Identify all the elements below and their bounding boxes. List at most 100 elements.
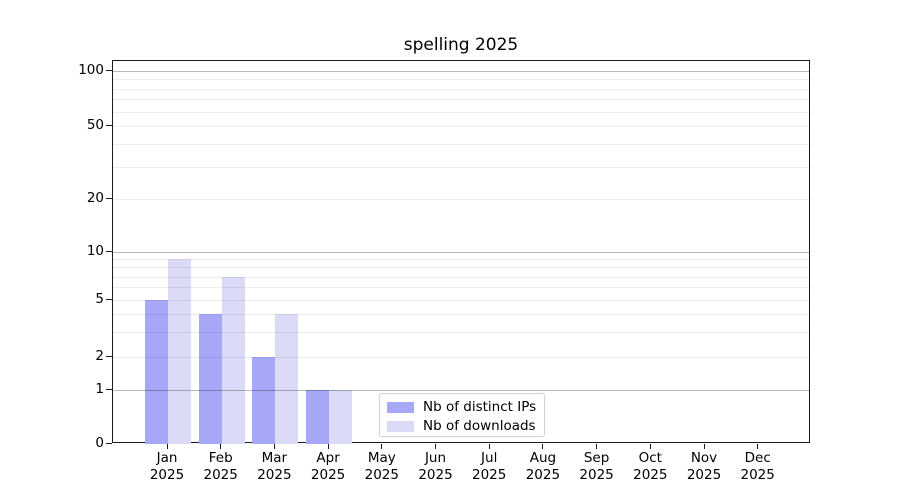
minor-gridline <box>113 166 809 168</box>
x-tick-label: Aug 2025 <box>511 450 575 484</box>
x-tick-year: 2025 <box>149 467 185 483</box>
y-tick-label: 2 <box>95 348 104 364</box>
minor-gridline <box>113 259 809 261</box>
x-tick-month: Oct <box>638 450 662 466</box>
legend-entry: Nb of distinct IPs <box>387 398 544 416</box>
y-tick-label: 5 <box>95 291 104 307</box>
x-tick-month: May <box>367 450 396 466</box>
bar-apr-nb-of-distinct-ips <box>306 390 330 444</box>
y-tick-mark <box>106 388 112 390</box>
x-tick-month: Mar <box>261 450 288 466</box>
x-tick-month: Nov <box>690 450 718 466</box>
legend-label: Nb of distinct IPs <box>423 399 537 415</box>
minor-gridline <box>113 331 809 333</box>
y-tick-mark <box>106 197 112 199</box>
minor-gridline <box>113 199 809 200</box>
x-tick-year: 2025 <box>310 467 346 483</box>
y-tick-mark <box>106 250 112 252</box>
x-tick-year: 2025 <box>633 467 668 483</box>
minor-gridline <box>113 111 809 113</box>
x-tick-year: 2025 <box>203 467 238 483</box>
bar-mar-nb-of-downloads <box>275 313 299 444</box>
x-tick-year: 2025 <box>364 467 399 483</box>
y-tick-label: 1 <box>95 381 104 397</box>
minor-gridline <box>113 300 809 301</box>
legend: Nb of distinct IPs Nb of downloads <box>379 393 545 437</box>
x-tick-label: Jul 2025 <box>457 450 521 484</box>
x-tick-year: 2025 <box>418 467 453 483</box>
x-tick-year: 2025 <box>257 467 292 483</box>
x-tick-label: Dec 2025 <box>726 450 790 484</box>
x-tick-month: Jul <box>481 450 498 466</box>
y-tick-mark <box>106 69 112 71</box>
bar-feb-nb-of-downloads <box>221 276 245 444</box>
x-tick-month: Dec <box>744 450 771 466</box>
x-tick-label: Oct 2025 <box>618 450 682 484</box>
bar-mar-nb-of-distinct-ips <box>252 357 276 444</box>
x-tick-mark <box>703 444 705 449</box>
y-tick-label: 20 <box>86 190 104 206</box>
x-tick-year: 2025 <box>740 467 775 483</box>
y-tick-label: 100 <box>78 62 104 78</box>
minor-gridline <box>113 88 809 90</box>
minor-gridline <box>113 287 809 289</box>
x-tick-year: 2025 <box>579 467 614 483</box>
x-tick-label: Mar 2025 <box>242 450 306 484</box>
x-tick-mark <box>381 444 383 449</box>
x-tick-mark <box>273 444 275 449</box>
y-tick-label: 0 <box>95 435 104 451</box>
x-tick-month: Apr <box>316 450 340 466</box>
x-tick-month: Sep <box>583 450 610 466</box>
y-tick-mark <box>106 124 112 126</box>
x-tick-label: Nov 2025 <box>672 450 736 484</box>
x-tick-year: 2025 <box>686 467 722 483</box>
major-gridline <box>113 390 809 391</box>
minor-gridline <box>113 313 809 315</box>
x-tick-label: Jan 2025 <box>135 450 199 484</box>
minor-gridline <box>113 143 809 145</box>
x-tick-year: 2025 <box>472 467 507 483</box>
major-gridline <box>113 252 809 253</box>
bar-feb-nb-of-distinct-ips <box>198 313 222 444</box>
minor-gridline <box>113 357 809 358</box>
x-tick-month: Aug <box>529 450 557 466</box>
x-tick-label: Apr 2025 <box>296 450 360 484</box>
plot-area: Nb of distinct IPs Nb of downloads <box>112 60 810 444</box>
legend-label: Nb of downloads <box>423 418 536 434</box>
bar-jan-nb-of-downloads <box>168 259 191 444</box>
x-tick-year: 2025 <box>525 467 561 483</box>
y-tick-mark <box>106 442 112 444</box>
chart-title: spelling 2025 <box>403 35 519 55</box>
bar-jan-nb-of-distinct-ips <box>145 300 168 444</box>
y-tick-label: 10 <box>86 243 104 259</box>
x-tick-month: Jun <box>424 450 447 466</box>
major-gridline <box>113 71 809 72</box>
x-tick-mark <box>220 444 222 449</box>
x-tick-label: Jun 2025 <box>404 450 468 484</box>
minor-gridline <box>113 99 809 101</box>
y-tick-mark <box>106 298 112 300</box>
minor-gridline <box>113 79 809 81</box>
x-tick-month: Jan <box>156 450 178 466</box>
minor-gridline <box>113 267 809 269</box>
x-tick-mark <box>649 444 651 449</box>
x-tick-mark <box>488 444 490 449</box>
legend-entry: Nb of downloads <box>387 417 544 435</box>
x-tick-mark <box>542 444 544 449</box>
x-tick-mark <box>757 444 759 449</box>
x-tick-label: May 2025 <box>350 450 414 484</box>
legend-swatch-nb-of-downloads <box>387 420 414 432</box>
x-tick-mark <box>166 444 168 449</box>
bar-apr-nb-of-downloads <box>329 390 353 444</box>
x-tick-mark <box>327 444 329 449</box>
x-tick-mark <box>596 444 598 449</box>
legend-swatch-nb-of-distinct-ips <box>387 401 414 413</box>
minor-gridline <box>113 126 809 127</box>
x-tick-label: Feb 2025 <box>189 450 253 484</box>
x-tick-mark <box>435 444 436 449</box>
y-tick-label: 50 <box>86 117 104 133</box>
x-tick-month: Feb <box>208 450 233 466</box>
y-tick-mark <box>106 355 112 357</box>
x-tick-label: Sep 2025 <box>565 450 629 484</box>
